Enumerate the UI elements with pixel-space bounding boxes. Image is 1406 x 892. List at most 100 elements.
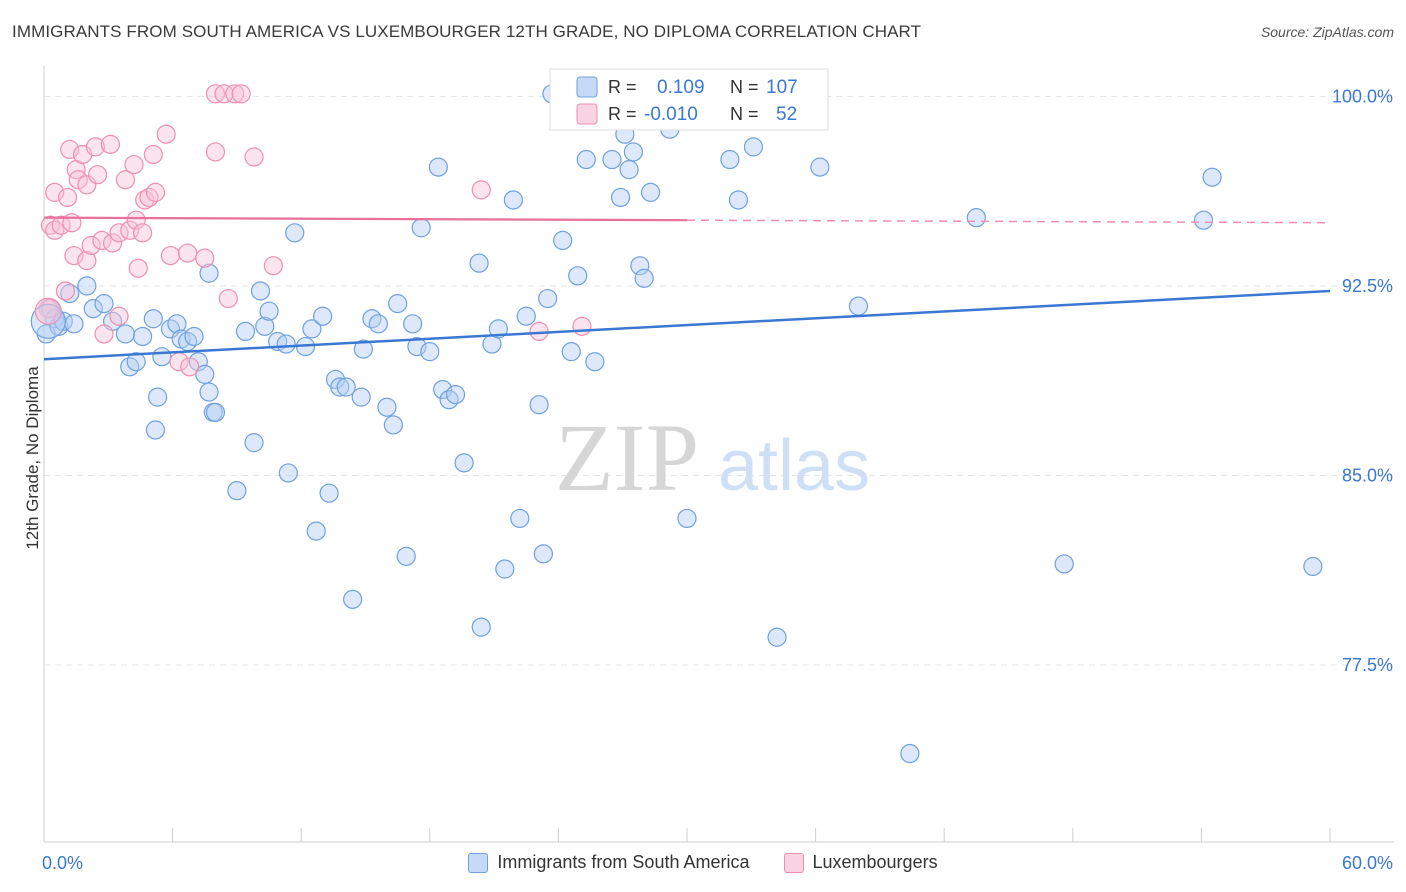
point-south-america-67 [471, 617, 491, 637]
point-south-america-70 [495, 559, 515, 579]
point-south-america-49 [351, 387, 371, 407]
point-luxembourgers-cluster [34, 297, 62, 325]
axes [43, 66, 1394, 843]
point-south-america-26 [199, 382, 219, 402]
point-south-america-80 [568, 266, 588, 286]
point-luxembourgers-44 [225, 84, 245, 104]
point-luxembourgers-41 [205, 142, 226, 162]
x-tick-label-1: 60.0% [1342, 853, 1393, 873]
legend-item-south-america[interactable]: Immigrants from South America [468, 852, 750, 873]
stats-n-value-1: 107 [766, 77, 798, 98]
x-tick-label-0: 0.0% [42, 853, 83, 873]
point-south-america-90 [640, 182, 661, 202]
point-luxembourgers-37 [178, 243, 198, 263]
point-luxembourgers-20 [100, 134, 121, 154]
point-south-america-65 [454, 453, 474, 473]
point-luxembourgers-9 [64, 245, 84, 266]
point-luxembourgers-3 [45, 182, 65, 202]
point-luxembourgers-38 [180, 357, 200, 377]
source-label: Source: ZipAtlas.com [1260, 24, 1394, 40]
point-luxembourgers-16 [85, 137, 106, 157]
point-luxembourgers-19 [94, 324, 114, 344]
point-south-america-16 [145, 420, 166, 440]
point-luxembourgers-6 [57, 187, 78, 208]
point-south-america-69 [488, 319, 508, 339]
point-south-america-89 [634, 268, 654, 288]
point-south-america-44 [319, 483, 339, 503]
point-luxembourgers-50 [572, 316, 592, 336]
point-south-america-56 [396, 546, 416, 566]
point-south-america-107 [1303, 556, 1323, 577]
point-luxembourgers-32 [143, 144, 163, 165]
legend-swatch-luxembourgers [783, 852, 804, 873]
point-south-america-28 [205, 402, 226, 422]
point-luxembourgers-33 [145, 182, 166, 202]
point-south-america-79 [561, 342, 581, 362]
stats-swatch-blue [576, 76, 598, 98]
point-luxembourgers-27 [126, 210, 146, 230]
point-south-america-72 [510, 508, 530, 529]
point-south-america-76 [538, 288, 558, 309]
point-south-america-17 [147, 387, 168, 407]
point-south-america-75 [533, 544, 553, 564]
point-luxembourgers-8 [62, 213, 82, 233]
point-south-america-50 [353, 339, 373, 359]
point-south-america-81 [576, 149, 596, 170]
point-south-america-71 [503, 190, 523, 210]
point-south-america-46 [330, 377, 350, 397]
point-south-america-25 [195, 364, 215, 384]
series-legend: Immigrants from South America Luxembourg… [0, 852, 1406, 873]
watermark: ZIP atlas [555, 404, 870, 511]
point-south-america-8 [83, 299, 103, 319]
point-south-america-88 [630, 256, 650, 276]
stats-n-label-2: N = [730, 104, 759, 124]
point-south-america-74 [529, 395, 549, 415]
point-south-america-104 [1054, 554, 1074, 574]
point-luxembourgers-42 [214, 84, 234, 104]
point-luxembourgers-35 [160, 245, 181, 266]
point-south-america-105 [1193, 210, 1214, 230]
legend-item-luxembourgers[interactable]: Luxembourgers [783, 852, 938, 873]
point-luxembourgers-14 [77, 251, 97, 271]
grid-lines [44, 95, 1394, 666]
point-south-america-61 [428, 157, 448, 177]
y-tick-label-3: 100.0% [1332, 86, 1393, 106]
point-south-america-23 [184, 326, 204, 347]
point-luxembourgers-31 [139, 187, 159, 208]
point-south-america-7 [77, 276, 97, 296]
point-south-america-103 [966, 208, 986, 228]
point-luxembourgers-26 [124, 154, 144, 175]
point-south-america-96 [728, 190, 749, 210]
point-south-america-55 [388, 294, 408, 314]
point-south-america-58 [407, 336, 427, 357]
tick-labels: 77.5% 85.0% 92.5% 100.0% 0.0% 60.0% [42, 86, 1393, 873]
stats-r-label-1: R = [608, 77, 637, 97]
y-tick-label-0: 77.5% [1342, 655, 1393, 675]
point-south-america-30 [227, 481, 247, 501]
point-south-america-12 [132, 326, 153, 347]
point-south-america-51 [362, 309, 382, 329]
point-luxembourgers-21 [102, 233, 123, 253]
point-luxembourgers-17 [87, 165, 108, 185]
point-luxembourgers-15 [81, 235, 101, 256]
point-south-america-48 [343, 589, 363, 609]
trend-lines [43, 216, 1331, 361]
point-luxembourgers-13 [77, 175, 97, 195]
point-south-america-47 [336, 377, 356, 397]
point-south-america-82 [585, 352, 605, 372]
point-luxembourgers-7 [60, 139, 80, 160]
point-luxembourgers-5 [55, 281, 76, 301]
point-luxembourgers-46 [244, 147, 264, 167]
point-south-america-29 [199, 263, 219, 283]
point-south-america-37 [276, 334, 296, 354]
point-south-america-54 [383, 415, 403, 435]
point-luxembourgers-28 [128, 258, 148, 278]
point-south-america-43 [313, 306, 333, 326]
point-south-america-100 [810, 157, 830, 177]
point-south-america-32 [244, 433, 264, 453]
y-tick-label-1: 85.0% [1342, 465, 1393, 485]
point-south-america-106 [1202, 167, 1222, 187]
y-axis-label: 12th Grade, No Diploma [23, 366, 42, 550]
stats-r-value-2: -0.010 [644, 104, 698, 125]
